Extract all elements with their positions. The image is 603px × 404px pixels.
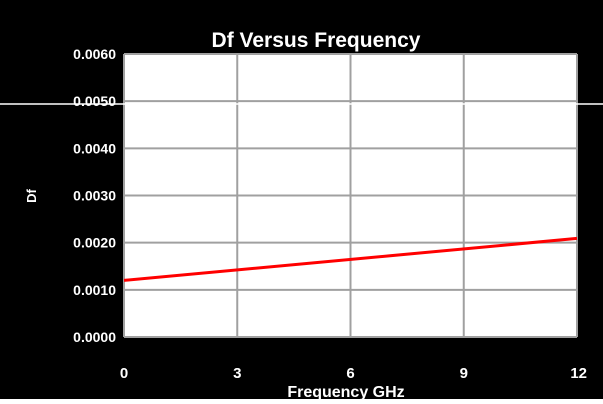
series-layer	[123, 236, 578, 282]
x-tick-label: 6	[346, 365, 354, 382]
y-tick-label: 0.0020	[73, 235, 116, 251]
chart-title: Df Versus Frequency	[212, 29, 421, 52]
y-tick-labels: 0.0000 0.0010 0.0020 0.0030 0.0040 0.0050 0.00…	[73, 46, 116, 345]
y-tick-label: 0.0010	[73, 282, 116, 298]
x-tick-label: 3	[233, 365, 241, 382]
x-tick-labels: 0 3 6 9 12	[120, 365, 587, 382]
x-tick-label: 12	[570, 365, 587, 382]
y-tick-label: 0.0030	[73, 188, 116, 204]
y-axis-label: Df	[24, 188, 39, 202]
y-tick-label: 0.0000	[73, 329, 116, 345]
x-tick-label: 9	[460, 365, 468, 382]
vertical-gridlines	[123, 54, 578, 337]
x-tick-label: 0	[120, 365, 128, 382]
y-tick-label: 0.0060	[73, 46, 116, 62]
y-tick-label: 0.0040	[73, 140, 116, 156]
y-tick-label: 0.0050	[73, 93, 116, 109]
x-axis-label: Frequency GHz	[287, 384, 404, 399]
df-series-line	[123, 236, 578, 282]
